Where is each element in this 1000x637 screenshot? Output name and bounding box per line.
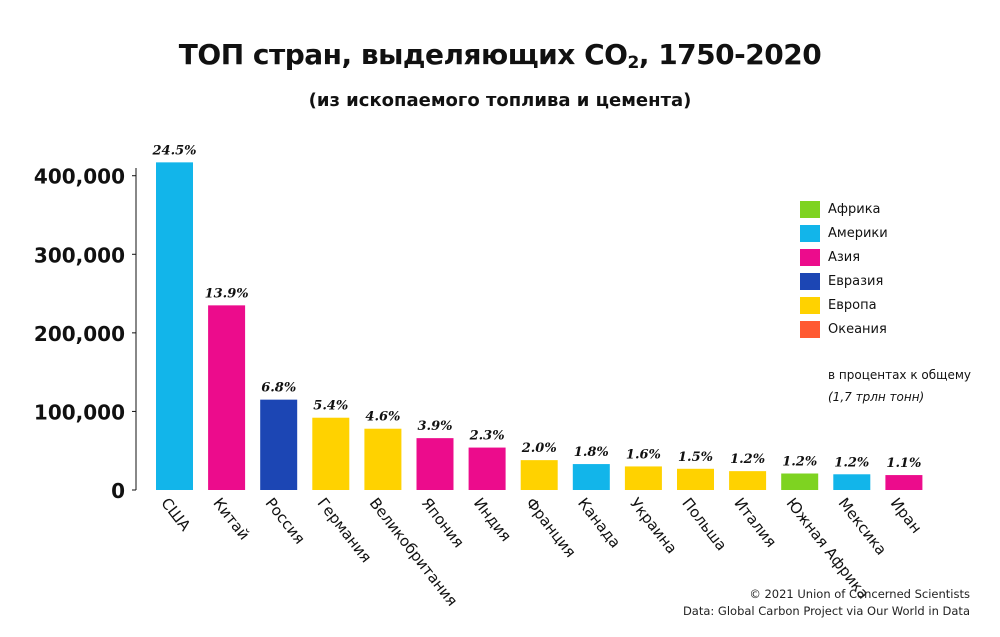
bar	[156, 162, 193, 490]
bar-percent-label: 1.2%	[730, 452, 765, 467]
y-tick-label: 300,000	[34, 243, 125, 267]
bar-percent-label: 1.2%	[834, 455, 869, 470]
legend-label: Азия	[828, 249, 861, 265]
x-category-label: Мексика	[835, 494, 891, 558]
legend-label: Америки	[828, 225, 888, 241]
bar	[364, 428, 402, 490]
legend-swatch	[800, 320, 820, 338]
bar	[312, 417, 350, 490]
bar-percent-label: 1.2%	[782, 455, 817, 470]
legend-item: Евразия	[800, 269, 888, 293]
bar-percent-label: 2.3%	[469, 429, 505, 444]
bar	[677, 468, 714, 490]
percent-note-line2: (1,7 трлн тонн)	[828, 390, 925, 404]
legend-swatch	[800, 248, 820, 266]
legend: Африка Америки Азия Евразия Европа Океания	[800, 197, 888, 341]
bar-percent-label: 13.9%	[205, 286, 249, 301]
bar	[885, 475, 923, 490]
y-tick-label: 0	[111, 479, 125, 503]
bar-percent-label: 1.1%	[886, 456, 921, 471]
y-tick-label: 400,000	[34, 165, 125, 189]
credit-line2: Data: Global Carbon Project via Our Worl…	[682, 604, 970, 618]
bar	[208, 305, 246, 490]
bar	[260, 399, 298, 490]
x-category-label: Польша	[678, 494, 730, 554]
bar-percent-label: 1.8%	[574, 445, 609, 460]
title-subscript: 2	[627, 53, 639, 73]
bar-percent-label: 4.6%	[365, 410, 400, 425]
legend-item: Африка	[800, 197, 888, 221]
percent-note: в процентах к общему (1,7 трлн тонн)	[828, 364, 971, 408]
bar	[468, 447, 506, 490]
bar	[520, 460, 558, 490]
x-category-label: Украина	[626, 494, 681, 557]
bar	[781, 473, 819, 490]
x-category-label: Италия	[730, 494, 780, 550]
bar	[833, 474, 871, 490]
legend-item: Азия	[800, 245, 888, 269]
bar-percent-label: 1.6%	[626, 447, 661, 462]
bar	[729, 471, 767, 490]
title-main: ТОП стран, выделяющих СО	[178, 38, 628, 71]
legend-swatch	[800, 296, 820, 314]
legend-item: Америки	[800, 221, 888, 245]
legend-item: Европа	[800, 293, 888, 317]
x-category-label: США	[157, 494, 194, 535]
bar-percent-label: 3.9%	[418, 419, 453, 434]
bar-percent-label: 1.5%	[678, 450, 713, 465]
bar-percent-label: 2.0%	[521, 441, 557, 456]
bar	[416, 438, 454, 490]
x-category-label: Иран	[887, 494, 926, 536]
x-category-label: Канада	[574, 494, 624, 551]
x-category-label: Россия	[262, 494, 309, 547]
legend-label: Евразия	[828, 273, 884, 289]
legend-label: Океания	[828, 321, 887, 337]
bar	[572, 464, 610, 490]
percent-note-line1: в процентах к общему	[828, 368, 971, 382]
legend-label: Африка	[828, 201, 881, 217]
legend-swatch	[800, 200, 820, 218]
y-tick-label: 100,000	[34, 400, 125, 424]
credit: © 2021 Union of Concerned Scientists Dat…	[683, 586, 970, 620]
x-category-label: Китай	[209, 494, 253, 543]
y-tick-label: 200,000	[34, 322, 125, 346]
credit-line1: © 2021 Union of Concerned Scientists	[749, 587, 970, 601]
legend-swatch	[800, 272, 820, 290]
bar	[624, 466, 662, 490]
legend-label: Европа	[828, 297, 877, 313]
x-category-label: Япония	[418, 494, 468, 551]
bar-percent-label: 5.4%	[313, 399, 348, 414]
bar-percent-label: 24.5%	[151, 143, 196, 158]
chart-title: ТОП стран, выделяющих СО2, 1750-2020	[0, 38, 1000, 73]
chart-subtitle: (из ископаемого топлива и цемента)	[308, 90, 692, 111]
x-category-label: Франция	[522, 494, 580, 561]
legend-swatch	[800, 224, 820, 242]
legend-item: Океания	[800, 317, 888, 341]
title-end: , 1750-2020	[638, 38, 822, 71]
bar-percent-label: 6.8%	[261, 381, 296, 396]
x-category-label: Великобритания	[366, 494, 462, 609]
x-category-label: Индия	[470, 494, 515, 545]
